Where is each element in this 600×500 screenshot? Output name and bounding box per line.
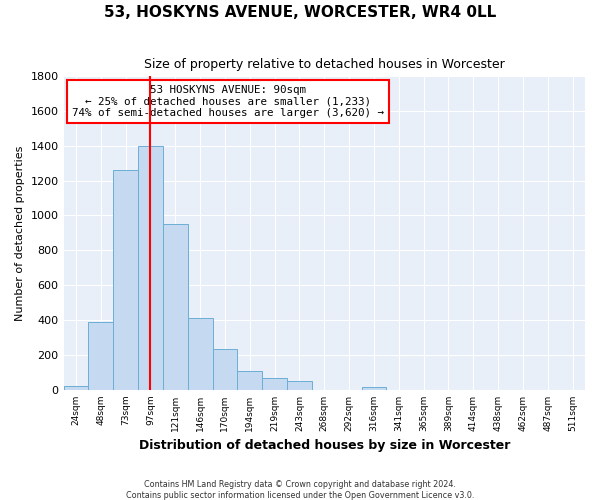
Bar <box>163 224 188 390</box>
Title: Size of property relative to detached houses in Worcester: Size of property relative to detached ho… <box>144 58 505 70</box>
X-axis label: Distribution of detached houses by size in Worcester: Distribution of detached houses by size … <box>139 440 510 452</box>
Bar <box>287 381 312 390</box>
Bar <box>188 318 212 390</box>
Text: 53 HOSKYNS AVENUE: 90sqm
← 25% of detached houses are smaller (1,233)
74% of sem: 53 HOSKYNS AVENUE: 90sqm ← 25% of detach… <box>72 86 384 118</box>
Bar <box>362 388 386 390</box>
Text: 53, HOSKYNS AVENUE, WORCESTER, WR4 0LL: 53, HOSKYNS AVENUE, WORCESTER, WR4 0LL <box>104 5 496 20</box>
Bar <box>262 378 287 390</box>
Bar <box>113 170 138 390</box>
Bar <box>88 322 113 390</box>
Bar <box>212 349 238 390</box>
Bar <box>238 370 262 390</box>
Bar <box>64 386 88 390</box>
Text: Contains HM Land Registry data © Crown copyright and database right 2024.
Contai: Contains HM Land Registry data © Crown c… <box>126 480 474 500</box>
Y-axis label: Number of detached properties: Number of detached properties <box>15 145 25 320</box>
Bar <box>138 146 163 390</box>
